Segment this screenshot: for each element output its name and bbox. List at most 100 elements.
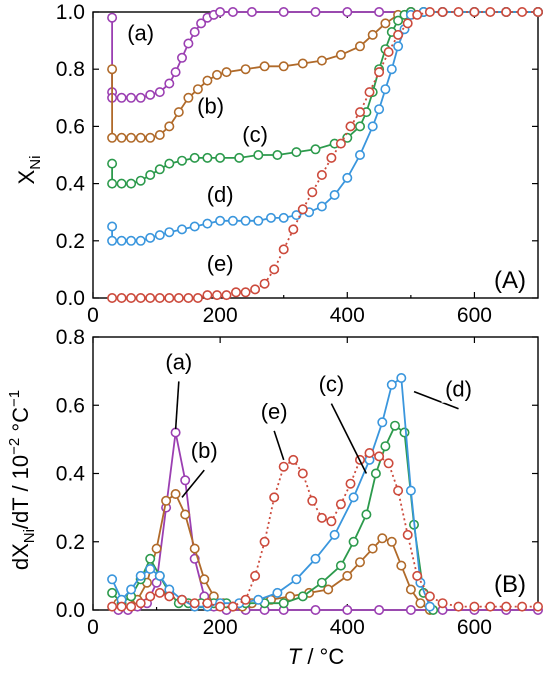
panel-a-data-point bbox=[145, 232, 156, 243]
panel-a-data-point bbox=[253, 215, 264, 226]
panel-b-data-point bbox=[170, 488, 181, 499]
panel-b-data-point bbox=[135, 598, 146, 609]
panel-b-data-point bbox=[316, 512, 327, 523]
panel-a-data-point bbox=[154, 230, 165, 241]
panel-b-y-axis-title-exp1: −2 bbox=[6, 438, 23, 455]
panel-b-x-axis-title: T / °C bbox=[288, 644, 345, 669]
panel-b-data-point bbox=[517, 601, 528, 612]
panel-a-data-point bbox=[517, 7, 528, 17]
panel-b: 0 200 400 600 0.0 0.2 0.4 0.6 0.8 (a) (b) (c) (d) (e… bbox=[6, 326, 543, 669]
panel-a-data-point bbox=[116, 92, 127, 103]
panel-a-data-point bbox=[288, 224, 299, 235]
panel-a-annotation-bg bbox=[238, 124, 273, 149]
panel-a-y-tick-label: 0.4 bbox=[56, 173, 86, 196]
panel-a-data-point bbox=[164, 78, 175, 89]
panel-a-data-point bbox=[316, 170, 327, 181]
panel-b-annotation-leader bbox=[330, 403, 368, 474]
panel-a-data-point bbox=[374, 104, 385, 115]
panel-a-data-point bbox=[326, 152, 337, 163]
panel-a-data-point bbox=[380, 18, 391, 29]
panel-b-data-point bbox=[396, 372, 407, 383]
panel-a-data-point bbox=[342, 172, 353, 183]
panel-b-data-point bbox=[415, 598, 426, 609]
panel-b-annotation-label: (a) bbox=[165, 349, 192, 374]
panel-a-data-point bbox=[265, 212, 276, 223]
panel-b-data-point bbox=[126, 601, 137, 612]
panel-a-x-tick-label: 200 bbox=[203, 304, 238, 327]
panel-b-annotation-label: (b) bbox=[191, 438, 218, 463]
panel-a-data-point bbox=[116, 132, 127, 143]
panel-a-data-point bbox=[215, 152, 226, 163]
panel-b-data-point bbox=[389, 420, 400, 431]
panel-a-data-point bbox=[154, 164, 165, 175]
panel-a-annotation-label: (e) bbox=[207, 251, 234, 276]
panel-a-data-point bbox=[386, 64, 397, 75]
panel-b-data-point bbox=[348, 536, 359, 547]
panel-a-data-point bbox=[202, 218, 213, 229]
panel-b-y-tick-label: 0.2 bbox=[56, 531, 85, 554]
panel-b-data-point bbox=[354, 557, 365, 568]
panel-b-series-e bbox=[107, 447, 543, 612]
panel-b-annotation-label: (c) bbox=[319, 372, 345, 397]
panel-b-data-point bbox=[345, 478, 356, 489]
panel-a-data-point bbox=[145, 170, 156, 181]
panel-a-data-point bbox=[393, 29, 404, 40]
panel-b-data-point bbox=[170, 427, 181, 438]
panel-b-data-point bbox=[329, 529, 340, 540]
panel-a-annotation-bg bbox=[203, 184, 238, 209]
panel-b-data-point bbox=[145, 591, 156, 602]
panel-a-data-point bbox=[316, 201, 327, 212]
panel-a-data-point bbox=[189, 221, 200, 232]
panel-b-data-point bbox=[250, 570, 261, 581]
panel-b-ticks: 0 200 400 600 0.0 0.2 0.4 0.6 0.8 bbox=[56, 326, 538, 639]
panel-a-data-point bbox=[145, 132, 156, 143]
panel-b-data-point bbox=[316, 577, 327, 588]
panel-b-data-point bbox=[335, 560, 346, 571]
panel-a-data-point bbox=[501, 7, 512, 17]
panel-a-annotation-bg bbox=[123, 22, 158, 47]
panel-b-y-axis-title-main: dX bbox=[8, 543, 33, 570]
panel-a-data-point bbox=[154, 130, 165, 141]
panel-b-data-point bbox=[393, 485, 404, 496]
panel-a-y-tick-label: 0.2 bbox=[56, 230, 85, 253]
panel-a-data-point bbox=[202, 152, 213, 163]
panel-b-x-tick-label: 0 bbox=[87, 616, 99, 639]
panel-a-series-e bbox=[107, 7, 543, 303]
panel-a-annotation-label: (b) bbox=[197, 94, 224, 119]
panel-a-annotation-label: (c) bbox=[242, 122, 268, 147]
panel-b-annotation-leader bbox=[273, 430, 285, 461]
panel-b-data-point bbox=[405, 604, 416, 615]
panel-b-data-point bbox=[145, 563, 156, 574]
panel-a-data-point bbox=[107, 235, 118, 246]
panel-a-data-point bbox=[212, 69, 223, 80]
panel-a-x-tick-label: 600 bbox=[457, 304, 492, 327]
panel-b-data-point bbox=[396, 560, 407, 571]
panel-a-data-point bbox=[145, 292, 156, 303]
panel-a-data-point bbox=[192, 292, 203, 303]
panel-b-series-d bbox=[107, 372, 435, 612]
panel-b-data-point bbox=[424, 591, 435, 602]
panel-a-data-point bbox=[240, 215, 251, 226]
panel-a-annotation-bg bbox=[193, 95, 228, 120]
panel-a-data-point bbox=[269, 264, 280, 275]
panel-b-data-point bbox=[374, 604, 385, 615]
panel-b-y-axis-title-exp2: −1 bbox=[6, 390, 23, 407]
panel-b-data-point bbox=[215, 601, 226, 612]
panel-a-data-point bbox=[173, 292, 184, 303]
panel-a-data-point bbox=[278, 61, 289, 72]
panel-b-data-point bbox=[288, 454, 299, 465]
panel-b-data-point bbox=[424, 601, 435, 612]
panel-a-series-line bbox=[111, 11, 538, 99]
panel-a-data-point bbox=[374, 67, 385, 78]
panel-a-annotation-bg bbox=[203, 252, 238, 277]
panel-b-data-point bbox=[145, 553, 156, 564]
panel-a-data-point bbox=[116, 292, 127, 303]
panel-a-data-point bbox=[310, 144, 321, 155]
panel-a-data-point bbox=[310, 7, 321, 17]
panel-b-data-point bbox=[278, 461, 289, 472]
panel-b-y-axis-title: dXNi/dT / 10−2 °C−1 bbox=[6, 390, 38, 570]
panel-b-data-point bbox=[377, 533, 388, 544]
panel-a-data-point bbox=[227, 215, 238, 226]
panel-a-annotation-label: (d) bbox=[207, 182, 234, 207]
